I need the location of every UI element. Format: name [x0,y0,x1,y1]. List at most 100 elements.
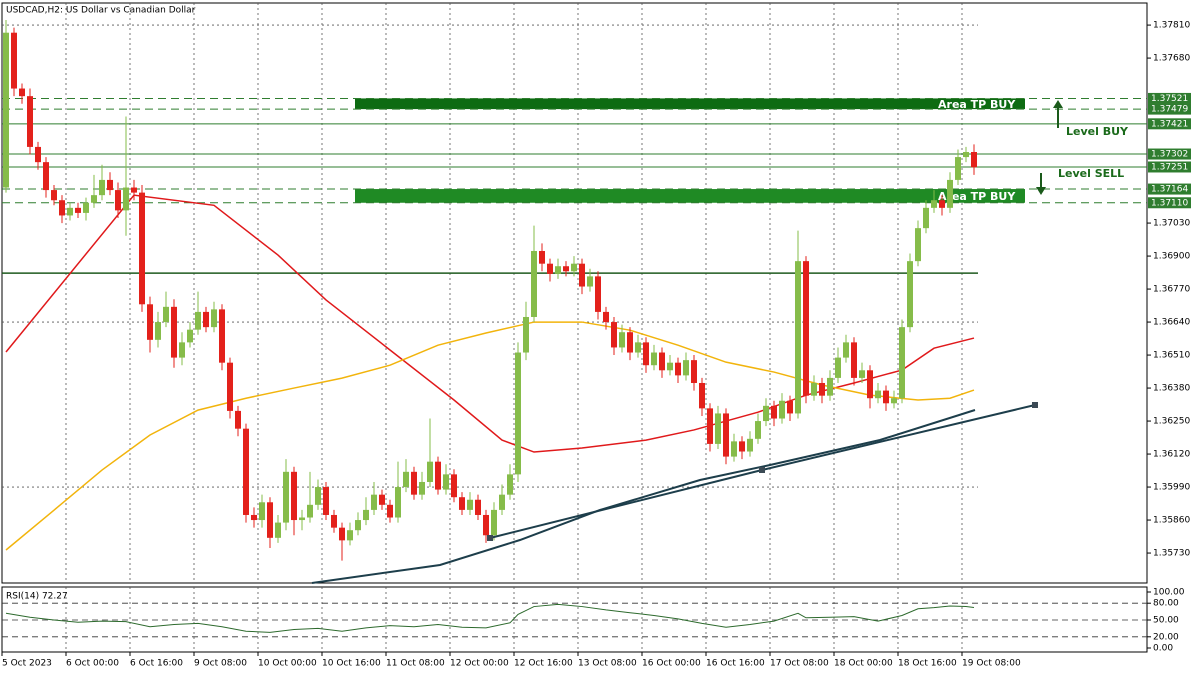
candle-body [915,228,921,262]
candle-body [291,471,297,521]
candle-body [155,322,161,340]
candle-body [611,322,617,348]
candle-body [675,362,681,376]
x-tick-label: 10 Oct 00:00 [258,659,317,669]
rsi-tick-label: 20.00 [1153,632,1179,642]
x-tick-label: 19 Oct 08:00 [962,659,1021,669]
candle-body [99,179,105,196]
x-tick-label: 18 Oct 00:00 [834,659,893,669]
y-tick-label: 1.36250 [1153,417,1190,427]
candle-body [67,207,73,216]
candle-body [811,382,817,396]
candle-body [859,370,865,378]
candle-body [571,263,577,272]
x-tick-label: 6 Oct 16:00 [130,659,183,669]
candle-body [411,471,417,495]
candle-body [395,487,401,518]
candle-body [555,266,561,274]
level-label-box [1148,118,1191,130]
trend-anchor [1032,402,1038,408]
candle-body [787,400,793,414]
candle-body [779,400,785,419]
candle-body [923,207,929,229]
zone [355,98,1025,110]
candle-body [323,487,329,515]
candle-body [35,146,41,163]
candle-body [91,195,97,203]
candle-body [499,494,505,510]
candle-body [587,276,593,287]
level-label: 1.37164 [1151,185,1188,195]
candle-body [467,499,473,510]
candle-body [803,261,809,396]
y-tick-label: 1.36640 [1153,318,1190,328]
candle-body [667,362,673,371]
y-tick-label: 1.35990 [1153,483,1190,493]
candle-body [547,263,553,274]
candle-body [307,504,313,518]
x-tick-label: 11 Oct 08:00 [386,659,445,669]
candle-body [819,382,825,396]
candle-body [931,200,937,208]
candle-body [563,266,569,272]
chart-title: USDCAD,H2: US Dollar vs Canadian Dollar [6,6,196,16]
y-tick-label: 1.36380 [1153,384,1190,394]
candle-body [427,461,433,482]
candle-body [955,157,961,180]
candle-body [827,377,833,396]
annotation: Level SELL [1058,167,1124,180]
candle-body [691,360,697,383]
zone-label: Area TP BUY [938,190,1016,203]
rsi-tick-label: 80.00 [1153,599,1179,609]
candle-body [379,494,385,505]
annotation: Level BUY [1066,125,1129,138]
arrow-head [1053,100,1063,108]
candle-body [771,405,777,419]
y-tick-label: 1.36900 [1153,252,1190,262]
candle-body [739,441,745,452]
candle-body [275,522,281,538]
level-label-box [1148,161,1191,173]
candle-body [123,187,129,211]
price-panel [1,2,1148,584]
candle-body [651,352,657,366]
candle-body [267,502,273,538]
candle-body [219,309,225,363]
candle-body [3,32,9,188]
trend-anchor [759,467,765,473]
candle-body [331,514,337,528]
candle-body [483,514,489,536]
candle-body [459,497,465,510]
candle-body [131,187,137,193]
y-tick-label: 1.36120 [1153,450,1190,460]
y-tick-label: 1.37810 [1153,21,1190,31]
candle-body [19,88,25,97]
rsi-tick-label: 50.00 [1153,616,1179,626]
x-tick-label: 10 Oct 16:00 [322,659,381,669]
candle-body [699,382,705,409]
level-label-box [1148,183,1191,195]
candle-body [707,408,713,444]
x-tick-label: 9 Oct 08:00 [194,659,247,669]
candle-body [723,413,729,457]
level-label-box [1148,197,1191,209]
candle-body [755,421,761,439]
trend-anchor [487,535,493,541]
candle-body [635,342,641,353]
candle-body [595,276,601,312]
candle-body [203,311,209,328]
candle-body [875,390,881,399]
candle-body [883,390,889,404]
x-tick-label: 13 Oct 08:00 [578,659,637,669]
candle-body [299,517,305,521]
y-tick-label: 1.35730 [1153,549,1190,559]
rsi-tick-label: 100.00 [1153,588,1185,598]
candle-body [51,190,57,201]
candle-body [619,332,625,348]
candle-body [419,481,425,495]
zone [355,189,1025,203]
y-tick-label: 1.37030 [1153,219,1190,229]
candle-body [971,151,977,168]
candle-body [899,327,905,399]
